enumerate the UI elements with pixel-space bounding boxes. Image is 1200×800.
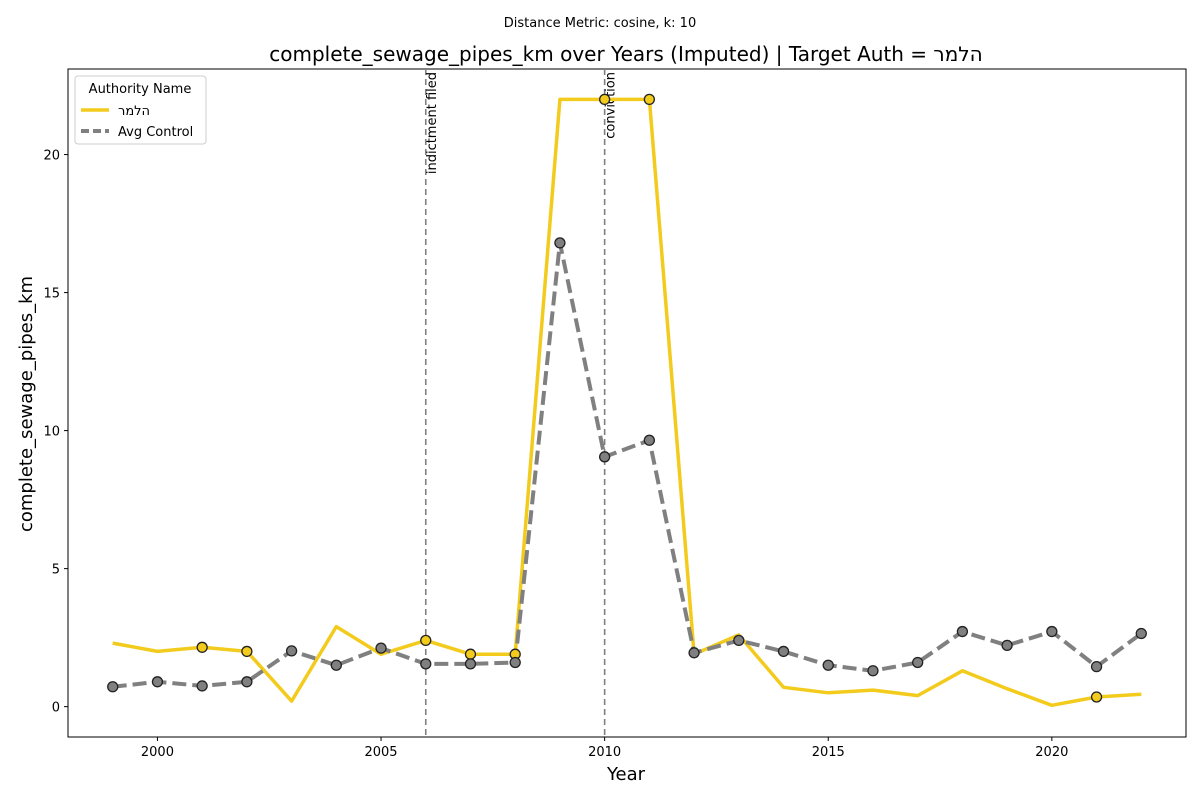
control-series-line	[112, 240, 1143, 689]
y-tick-label: 5	[52, 563, 60, 578]
event-label: indictment filed	[425, 72, 440, 174]
y-tick-label: 10	[43, 425, 60, 440]
control-series-point	[1135, 627, 1147, 640]
x-tick-label: 2000	[141, 745, 174, 760]
control-series-point	[151, 676, 164, 688]
control-series-point	[688, 647, 700, 659]
control-series-point	[1090, 660, 1103, 673]
control-series-point	[822, 659, 834, 671]
control-series-point	[912, 656, 924, 669]
x-axis-title: Year	[606, 764, 646, 785]
target-series-line	[112, 97, 1142, 708]
event-label: conviction	[604, 72, 619, 139]
control-series-point	[509, 656, 521, 669]
control-series-point	[285, 645, 298, 657]
y-tick-label: 0	[52, 701, 60, 716]
y-tick-label: 15	[43, 287, 60, 302]
target-series-point	[196, 641, 208, 653]
target-series-point	[464, 648, 477, 660]
chart-title: complete_sewage_pipes_km over Years (Imp…	[269, 42, 982, 66]
target-series-point	[241, 645, 253, 658]
control-series-point	[330, 659, 342, 671]
plot-area: 2000 2005 2010 2015 2020 0 5 10 15 20 indictment f…	[43, 68, 1187, 760]
y-axis-title: complete_sewage_pipes_km	[16, 276, 37, 532]
control-series-point	[196, 680, 208, 692]
legend-title: Authority Name	[89, 82, 192, 97]
axes-frame	[67, 68, 1187, 738]
target-series-point	[598, 93, 611, 106]
control-series-point	[107, 681, 119, 693]
control-series-point	[420, 658, 432, 670]
control-series-point	[956, 625, 969, 638]
control-series-point	[1001, 639, 1013, 652]
control-series-point	[554, 237, 566, 249]
x-tick-label: 2020	[1035, 745, 1068, 760]
x-tick-label: 2015	[812, 745, 845, 760]
legend-box	[74, 75, 207, 145]
target-series-point	[420, 634, 432, 647]
legend-entry-label: Avg Control	[118, 125, 193, 140]
control-series-point	[643, 434, 656, 446]
control-series-point	[733, 634, 745, 647]
target-series-point	[1090, 691, 1103, 703]
control-series-point	[598, 451, 611, 463]
control-series-point	[375, 642, 387, 654]
control-series-point	[464, 658, 477, 670]
y-tick-label: 20	[43, 149, 60, 164]
control-series-point	[241, 676, 253, 688]
control-series-point	[867, 665, 879, 677]
control-series-point	[1046, 625, 1058, 638]
target-series-point	[643, 93, 656, 106]
legend-entry-label: הלמר	[118, 104, 150, 119]
legend: Authority Name הלמר Avg Control	[74, 75, 207, 145]
x-tick-label: 2005	[364, 745, 397, 760]
control-series-point	[777, 645, 790, 658]
x-tick-label: 2010	[588, 745, 621, 760]
chart-suptitle: Distance Metric: cosine, k: 10	[504, 16, 696, 31]
